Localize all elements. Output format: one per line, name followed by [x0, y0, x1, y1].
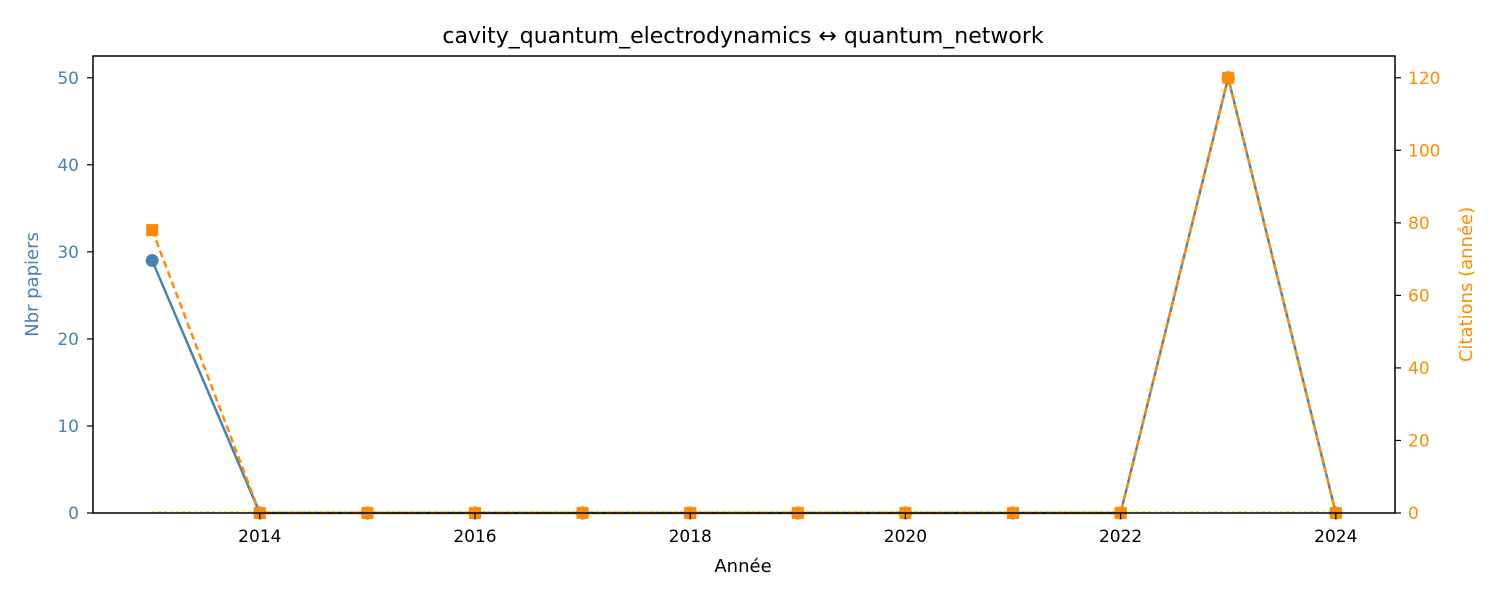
y-left-tick-label: 30: [57, 243, 79, 263]
y-right-tick-label: 80: [1408, 214, 1430, 234]
y-left-tick-label: 40: [57, 156, 79, 176]
y-left-tick-label: 50: [57, 69, 79, 89]
series-point-left: [145, 254, 159, 268]
x-tick-label: 2014: [238, 527, 281, 547]
y-right-tick-label: 100: [1408, 141, 1440, 161]
y-axis-right-label: Citations (année): [1456, 207, 1477, 362]
x-tick-label: 2022: [1099, 527, 1142, 547]
y-right-tick-label: 20: [1408, 431, 1430, 451]
y-axis-left: 0 10 20 30 40 50: [57, 69, 93, 524]
series-line-right: [151, 76, 1338, 515]
y-left-tick-label: 10: [57, 417, 79, 437]
plot-frame: [92, 55, 1396, 514]
y-left-tick-label: 0: [68, 504, 79, 524]
y-left-tick-label: 20: [57, 330, 79, 350]
y-right-tick-label: 60: [1408, 286, 1430, 306]
y-axis-right: 0 20 40 60 80 100 120: [1395, 69, 1440, 524]
y-right-tick-label: 40: [1408, 359, 1430, 379]
x-tick-label: 2024: [1314, 527, 1357, 547]
series-point-right: [1222, 71, 1235, 84]
x-axis-label: Année: [714, 556, 771, 577]
x-tick-label: 2016: [453, 527, 496, 547]
x-axis: 2014 2016 2018 2020 2022 2024: [238, 513, 1357, 547]
y-right-tick-label: 0: [1408, 504, 1419, 524]
chart-title: cavity_quantum_electrodynamics ↔ quantum…: [442, 24, 1043, 49]
series-point-right: [146, 224, 159, 237]
y-axis-left-label: Nbr papiers: [22, 232, 43, 337]
x-tick-label: 2020: [884, 527, 927, 547]
plot-area: [145, 71, 1343, 520]
series-line-left: [151, 76, 1338, 515]
x-tick-label: 2018: [669, 527, 712, 547]
y-right-tick-label: 120: [1408, 69, 1440, 89]
